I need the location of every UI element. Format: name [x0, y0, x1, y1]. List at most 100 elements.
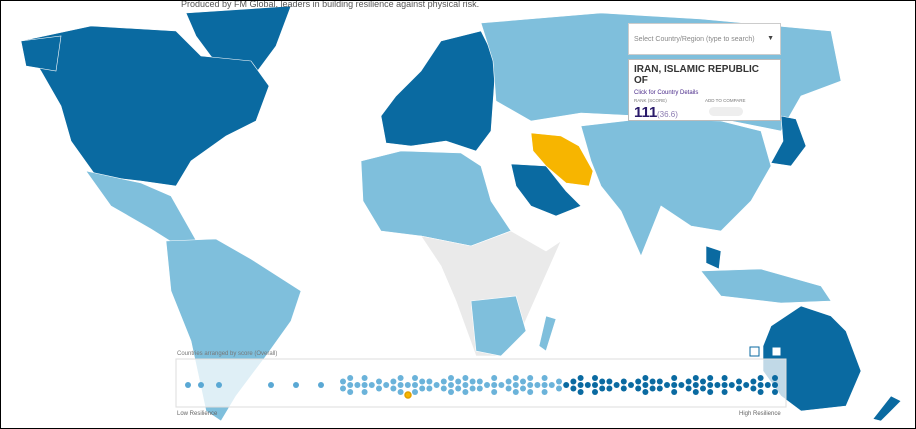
africa-north[interactable]	[360, 150, 512, 247]
country-dot[interactable]	[354, 382, 361, 388]
country-dot[interactable]	[606, 385, 613, 392]
country-dot[interactable]	[685, 378, 692, 385]
country-dot[interactable]	[556, 385, 562, 392]
view-toggle[interactable]	[771, 346, 782, 357]
alaska-region[interactable]	[20, 35, 62, 72]
country-dot[interactable]	[678, 382, 685, 388]
country-dot[interactable]	[505, 378, 512, 385]
country-search[interactable]: Select Country/Region (type to search) ▼	[628, 23, 781, 55]
compare-toggle[interactable]	[709, 107, 743, 116]
country-dot[interactable]	[642, 382, 649, 388]
country-dot[interactable]	[376, 378, 382, 385]
country-dot[interactable]	[570, 378, 577, 385]
country-dot[interactable]	[419, 378, 426, 385]
country-dot[interactable]	[757, 382, 764, 388]
country-dot[interactable]	[185, 382, 191, 388]
country-dot[interactable]	[512, 375, 519, 381]
country-dot[interactable]	[692, 382, 699, 388]
country-dot[interactable]	[412, 389, 418, 395]
country-dot[interactable]	[772, 375, 778, 381]
country-dot[interactable]	[656, 378, 663, 385]
country-dot[interactable]	[491, 389, 498, 395]
country-dot[interactable]	[512, 389, 519, 395]
country-dot[interactable]	[527, 375, 534, 381]
country-dot[interactable]	[505, 385, 512, 392]
country-dot[interactable]	[635, 378, 642, 385]
country-dot[interactable]	[620, 378, 627, 385]
country-dot[interactable]	[736, 378, 742, 385]
north-america[interactable]	[20, 25, 270, 187]
new-zealand[interactable]	[872, 395, 902, 422]
country-dot[interactable]	[750, 385, 757, 392]
country-dot[interactable]	[649, 385, 656, 392]
country-dot[interactable]	[383, 382, 390, 388]
country-dot[interactable]	[390, 385, 397, 392]
country-dot[interactable]	[721, 375, 728, 381]
country-dot[interactable]	[620, 385, 627, 392]
country-dot[interactable]	[448, 382, 454, 388]
country-dot[interactable]	[318, 382, 324, 388]
country-dot[interactable]	[527, 389, 534, 395]
country-dot[interactable]	[404, 382, 411, 388]
country-dot[interactable]	[577, 389, 584, 395]
country-dot[interactable]	[361, 375, 368, 381]
country-dot[interactable]	[613, 382, 620, 388]
country-dot[interactable]	[541, 375, 548, 381]
country-dot[interactable]	[563, 382, 570, 388]
country-dot[interactable]	[412, 382, 418, 388]
country-dot[interactable]	[491, 375, 498, 381]
country-dot[interactable]	[721, 389, 728, 395]
country-dot[interactable]	[606, 378, 613, 385]
country-dot[interactable]	[268, 382, 274, 388]
country-dot[interactable]	[750, 378, 757, 385]
country-dot[interactable]	[390, 378, 397, 385]
country-dot[interactable]	[757, 389, 764, 395]
country-dot[interactable]	[361, 389, 368, 395]
country-dot[interactable]	[433, 382, 440, 388]
country-dot[interactable]	[491, 382, 498, 388]
southern-africa[interactable]	[470, 295, 527, 357]
country-dot[interactable]	[455, 385, 462, 392]
central-america[interactable]	[85, 170, 202, 252]
country-dot[interactable]	[484, 382, 490, 388]
country-dot[interactable]	[216, 382, 222, 388]
country-dot[interactable]	[462, 382, 469, 388]
country-dot[interactable]	[642, 389, 649, 395]
country-dot[interactable]	[628, 382, 634, 388]
country-dot[interactable]	[599, 378, 606, 385]
country-dot[interactable]	[361, 382, 368, 388]
country-dot[interactable]	[664, 382, 670, 388]
country-dot[interactable]	[455, 378, 462, 385]
country-dot[interactable]	[440, 385, 447, 392]
country-dot[interactable]	[700, 385, 706, 392]
country-dot[interactable]	[671, 389, 678, 395]
country-dot[interactable]	[592, 389, 598, 395]
country-dot[interactable]	[700, 378, 706, 385]
country-dot[interactable]	[772, 389, 778, 395]
country-dot[interactable]	[592, 375, 598, 381]
country-dot[interactable]	[707, 382, 714, 388]
malaysia[interactable]	[705, 245, 722, 270]
country-dot[interactable]	[642, 375, 649, 381]
country-dot[interactable]	[448, 375, 454, 381]
country-dot[interactable]	[462, 375, 469, 381]
country-dot[interactable]	[728, 382, 735, 388]
caret[interactable]: ▼	[767, 35, 774, 42]
country-dot[interactable]	[347, 375, 354, 381]
country-dot[interactable]	[376, 385, 382, 392]
japan[interactable]	[770, 115, 807, 167]
country-dot[interactable]	[764, 382, 771, 388]
country-dot[interactable]	[534, 382, 541, 388]
country-dot[interactable]	[412, 375, 418, 381]
country-dot[interactable]	[692, 375, 699, 381]
country-dot[interactable]	[426, 378, 433, 385]
country-dot[interactable]	[577, 375, 584, 381]
country-dot[interactable]	[599, 385, 606, 392]
country-dot[interactable]	[692, 389, 699, 395]
country-dot[interactable]	[584, 382, 591, 388]
country-dot[interactable]	[469, 385, 476, 392]
country-dot[interactable]	[404, 391, 412, 399]
view-toggle[interactable]	[749, 346, 760, 357]
country-dot[interactable]	[498, 382, 505, 388]
country-dot[interactable]	[671, 382, 678, 388]
